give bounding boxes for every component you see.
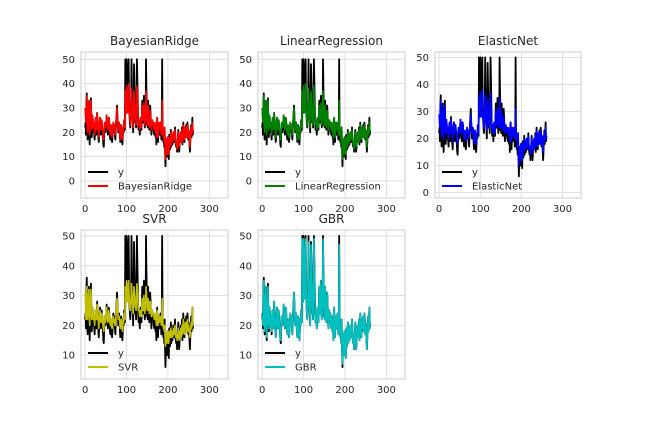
y-tick-label: 40 [62,261,75,272]
x-tick-label: 300 [200,385,219,396]
y-tick-label: 50 [239,55,252,66]
y-tick-label: 20 [416,134,429,145]
x-tick-label: 100 [294,204,313,215]
x-tick-label: 0 [82,385,88,396]
series-line-svr [84,279,195,348]
gbr-plot-area [257,229,406,380]
y-tick-label: 30 [239,103,252,114]
y-tick-label: 40 [416,80,429,91]
legend-label: SVR [118,363,138,374]
y-tick-label: 0 [423,188,429,199]
x-tick-label: 0 [259,204,265,215]
x-tick-label: 100 [294,385,313,396]
x-tick-label: 0 [259,385,265,396]
legend-label: BayesianRidge [118,182,192,193]
legend-label: y [472,168,478,179]
svr-title: SVR [142,212,166,226]
x-tick-label: 100 [471,204,490,215]
y-tick-label: 40 [239,79,252,90]
panel-bayesianridge: 0 100 200 300 0 10 20 30 40 50 BayesianRidge y Bayes… [62,34,229,215]
series-line-gbr [261,238,372,365]
y-tick-label: 10 [62,152,75,163]
y-tick-label: 10 [239,351,252,362]
legend-label: y [295,349,301,360]
y-tick-label: 30 [62,291,75,302]
x-tick-label: 200 [158,204,177,215]
y-tick-label: 20 [239,321,252,332]
gbr-title: GBR [319,212,345,226]
y-tick-label: 10 [62,351,75,362]
elasticnet-plot-area [434,51,582,199]
panel-elasticnet: 0 100 200 300 0 10 20 30 40 50 ElasticNet y ElasticN… [416,34,582,215]
elasticnet-title: ElasticNet [478,34,539,48]
x-tick-label: 200 [158,385,177,396]
y-tick-label: 50 [239,231,252,242]
x-tick-label: 0 [436,204,442,215]
legend-label: y [295,168,301,179]
y-tick-label: 10 [416,161,429,172]
y-tick-label: 30 [416,107,429,118]
y-tick-label: 50 [62,55,75,66]
x-tick-label: 300 [377,204,396,215]
x-tick-label: 300 [200,204,219,215]
y-tick-label: 10 [239,152,252,163]
y-tick-label: 40 [62,79,75,90]
legend-label: y [118,349,124,360]
y-tick-label: 50 [62,231,75,242]
y-tick-label: 50 [416,53,429,64]
series-line-elasticnet [438,89,548,167]
y-tick-label: 20 [62,128,75,139]
y-tick-label: 20 [62,321,75,332]
x-tick-label: 0 [82,204,88,215]
x-tick-label: 300 [377,385,396,396]
y-tick-label: 30 [239,291,252,302]
y-tick-label: 0 [69,176,75,187]
series-line-bayesianridge [84,82,195,160]
legend-label: LinearRegression [295,182,381,193]
y-tick-label: 40 [239,261,252,272]
linearregression-title: LinearRegression [280,34,383,48]
svr-plot-area [80,229,229,380]
bayesianridge-title: BayesianRidge [110,34,199,48]
y-tick-label: 20 [239,128,252,139]
x-tick-label: 200 [335,385,354,396]
x-tick-label: 100 [117,385,136,396]
legend-label: ElasticNet [472,182,522,193]
panel-linearregression: 0 100 200 300 0 10 20 30 40 50 LinearRegression y Li… [239,34,406,215]
legend-label: y [118,168,124,179]
panel-svr: 0 100 200 300 10 20 30 40 50 SVR y SVR [62,212,229,396]
legend-label: GBR [295,363,317,374]
series-line-linearregression [261,82,372,160]
x-tick-label: 200 [512,204,531,215]
x-tick-label: 300 [553,204,572,215]
panel-gbr: 0 100 200 300 10 20 30 40 50 GBR y GBR [239,212,406,396]
y-tick-label: 30 [62,103,75,114]
y-tick-label: 0 [246,176,252,187]
x-tick-label: 200 [335,204,354,215]
x-tick-label: 100 [117,204,136,215]
